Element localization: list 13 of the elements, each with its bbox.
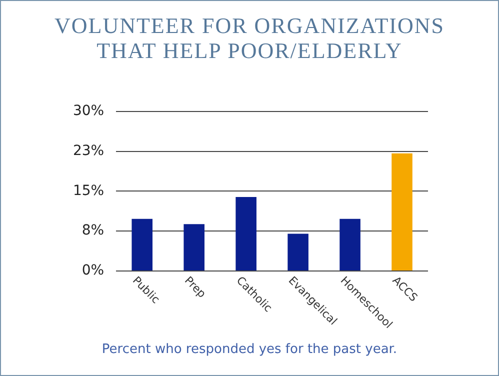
bar — [340, 218, 360, 270]
chart-title: VOLUNTEER FOR ORGANIZATIONS THAT HELP POOR/ELDERLY — [54, 12, 446, 63]
text: Percent who responded yes for the past year. — [100, 342, 398, 357]
y-tick-label: 8% — [82, 222, 104, 239]
y-tick-label: 0% — [82, 262, 104, 279]
bar — [184, 224, 204, 270]
y-tick-label: 15% — [72, 182, 104, 199]
y-tick-label: 23% — [72, 142, 104, 159]
bar — [132, 218, 153, 270]
bar — [236, 197, 256, 270]
bar — [288, 234, 308, 270]
y-tick-label: 30% — [72, 103, 104, 120]
bar — [392, 153, 412, 270]
